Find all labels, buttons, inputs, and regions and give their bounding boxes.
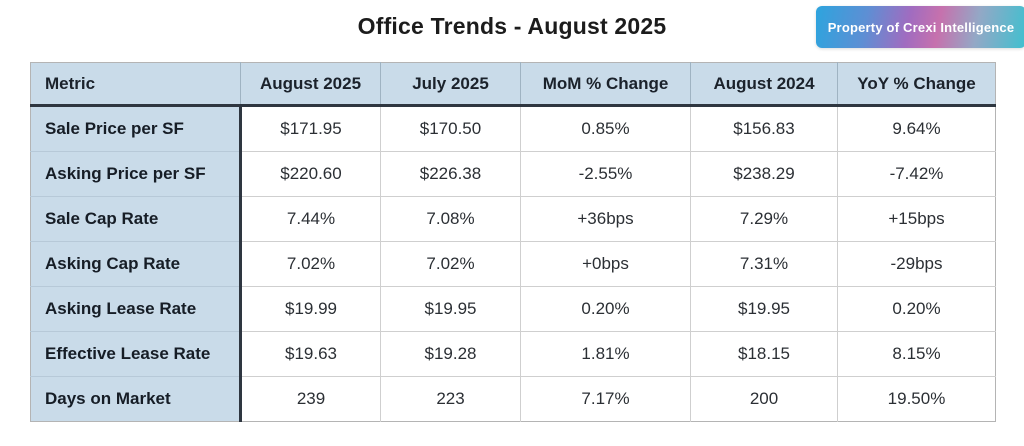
value-cell: 7.29% [690,196,838,242]
badge-label: Property of Crexi Intelligence [827,19,1015,35]
office-trends-table: Metric August 2025 July 2025 MoM % Change Au… [30,62,996,422]
column-header-metric: Metric [30,62,241,107]
value-cell: 200 [690,376,838,422]
metric-cell: Asking Lease Rate [30,286,242,332]
value-cell: 223 [380,376,521,422]
value-cell: 7.44% [240,196,381,242]
metric-cell: Days on Market [30,376,242,422]
value-cell: $170.50 [380,105,521,152]
metric-cell: Sale Cap Rate [30,196,242,242]
value-cell: $19.95 [690,286,838,332]
table-row: Asking Price per SF $220.60 $226.38 -2.55% $… [30,151,996,197]
table-row: Sale Cap Rate 7.44% 7.08% +36bps 7.29% +15bps [30,196,996,242]
value-cell: $156.83 [690,105,838,152]
metric-cell: Asking Cap Rate [30,241,242,287]
value-cell: 7.31% [690,241,838,287]
metric-cell: Asking Price per SF [30,151,242,197]
table-row: Effective Lease Rate $19.63 $19.28 1.81% $18… [30,331,996,377]
value-cell: 7.08% [380,196,521,242]
value-cell: 7.17% [520,376,691,422]
page-title: Office Trends - August 2025 [357,13,667,39]
value-cell: -7.42% [837,151,996,197]
column-header: August 2024 [690,62,838,107]
value-cell: $19.28 [380,331,521,377]
office-trends-table-container: Metric August 2025 July 2025 MoM % Change Au… [30,62,996,422]
value-cell: +15bps [837,196,996,242]
value-cell: -2.55% [520,151,691,197]
table-row: Sale Price per SF $171.95 $170.50 0.85% $156… [30,105,996,152]
value-cell: +0bps [520,241,691,287]
metric-cell: Effective Lease Rate [30,331,242,377]
value-cell: $226.38 [380,151,521,197]
value-cell: $220.60 [240,151,381,197]
value-cell: $19.99 [240,286,381,332]
value-cell: 7.02% [240,241,381,287]
value-cell: 239 [240,376,381,422]
table-row: Asking Cap Rate 7.02% 7.02% +0bps 7.31% -29bp… [30,241,996,287]
value-cell: $19.95 [380,286,521,332]
column-header: YoY % Change [837,62,996,107]
column-header: August 2025 [240,62,381,107]
value-cell: 19.50% [837,376,996,422]
column-header: MoM % Change [520,62,691,107]
value-cell: -29bps [837,241,996,287]
crexi-intelligence-badge: Property of Crexi Intelligence [816,6,1024,48]
value-cell: 0.20% [520,286,691,332]
metric-cell: Sale Price per SF [30,105,242,152]
table-row: Days on Market 239 223 7.17% 200 19.50% [30,376,996,422]
value-cell: 1.81% [520,331,691,377]
value-cell: +36bps [520,196,691,242]
table-header-row: Metric August 2025 July 2025 MoM % Change Au… [30,62,996,107]
value-cell: $238.29 [690,151,838,197]
column-header: July 2025 [380,62,521,107]
value-cell: 0.85% [520,105,691,152]
table-row: Asking Lease Rate $19.99 $19.95 0.20% $19.95… [30,286,996,332]
value-cell: 7.02% [380,241,521,287]
value-cell: 9.64% [837,105,996,152]
value-cell: 8.15% [837,331,996,377]
value-cell: $19.63 [240,331,381,377]
table-body: Sale Price per SF $171.95 $170.50 0.85% $156… [30,105,996,422]
value-cell: 0.20% [837,286,996,332]
value-cell: $18.15 [690,331,838,377]
value-cell: $171.95 [240,105,381,152]
